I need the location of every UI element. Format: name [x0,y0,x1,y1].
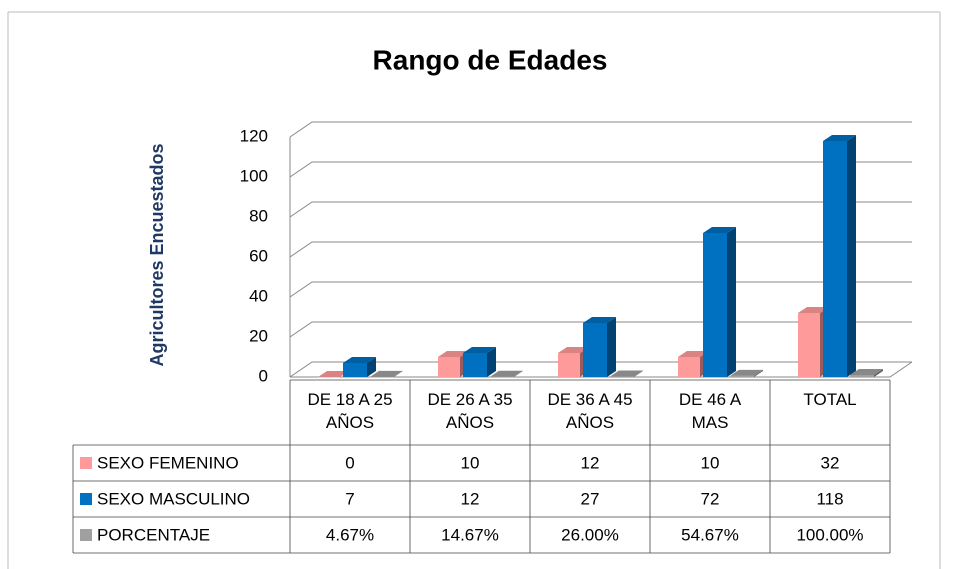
bar-top [318,371,349,377]
bar-top [798,307,829,313]
grid-line [289,121,912,138]
bar [823,135,856,377]
bar-top [438,351,469,357]
legend-label: SEXO MASCULINO [97,489,250,508]
grid-line [289,201,912,218]
bar-front [850,375,874,377]
chart-title: Rango de Edades [373,44,608,75]
bar [703,227,736,377]
x-tick-label: DE 46 A MAS [678,390,742,432]
table-cell: 26.00% [561,525,619,544]
bar-side [754,369,763,377]
bar-front [583,323,607,377]
y-tick-label: 40 [249,286,268,305]
table-cell: 72 [701,489,720,508]
bar [583,317,616,377]
table-cell: 54.67% [681,525,739,544]
bar-side [514,370,523,377]
bar [850,369,883,377]
bar [610,370,643,377]
x-tick-label: DE 26 A 35 AÑOS [427,390,513,432]
x-tick-label-box: DE 18 A 25 AÑOS [307,390,393,432]
table-cell: 100.00% [796,525,863,544]
bar [490,370,523,378]
table-cell: 4.67% [326,525,374,544]
bar-front [558,353,580,377]
bar [463,347,496,377]
bar-top [610,370,643,377]
table-cell: 14.67% [441,525,499,544]
bar-top [558,347,589,353]
bar-front [490,376,514,378]
table-cell: 32 [821,453,840,472]
bar-front [798,313,820,377]
bar [370,370,403,378]
x-tick-label: DE 36 A 45 AÑOS [547,390,633,432]
legend-swatch [80,457,92,469]
bar-front [703,233,727,377]
bar [318,371,349,378]
y-tick-label: 20 [249,326,268,345]
bar-front [463,353,487,377]
bar-top [583,317,616,323]
bar-side [607,317,616,377]
bar-side [847,135,856,377]
bar-top [730,369,763,376]
bar-front [730,375,754,377]
x-tick-label: DE 18 A 25 AÑOS [307,390,393,432]
grid-line [289,161,912,178]
table-cell: 27 [581,489,600,508]
y-axis-label: Agricultores Encuestados [147,143,167,366]
legend-swatch [80,493,92,505]
table-cell: 0 [345,453,354,472]
grid-line [289,241,912,258]
bar-top [823,135,856,141]
bar-side [727,227,736,377]
bar-front [370,376,394,378]
bar-side [634,370,643,377]
bar-top [703,227,736,233]
bar-front [678,357,700,377]
x-tick-label-box: DE 46 A MAS [678,390,742,432]
table-cell: 12 [461,489,480,508]
y-tick-label: 0 [259,366,268,385]
bar [343,357,376,377]
legend-swatch [80,529,92,541]
y-tick-label: 60 [249,246,268,265]
bar-front [343,363,367,377]
x-tick-label-box: DE 36 A 45 AÑOS [547,390,633,432]
bar-top [343,357,376,363]
table-cell: 118 [816,489,843,508]
legend-label: PORCENTAJE [97,525,210,544]
bar-top [370,370,403,377]
legend-label: SEXO FEMENINO [97,453,239,472]
bar-side [367,357,376,377]
bar-top [678,351,709,357]
bar-side [874,369,883,377]
x-tick-label-box: TOTAL [803,390,857,409]
bar [730,369,763,377]
x-tick-label: TOTAL [803,390,857,409]
bar-front [438,357,460,377]
y-tick-label: 120 [240,126,268,145]
table-cell: 10 [461,453,480,472]
bar-side [394,370,403,377]
table-cell: 12 [581,453,600,472]
grid-line [289,281,912,298]
x-tick-label-box: DE 26 A 35 AÑOS [427,390,513,432]
bar-top [850,369,883,375]
bar-front [318,377,340,378]
table-cell: 7 [345,489,354,508]
bar-top [490,370,523,377]
table-cell: 10 [701,453,720,472]
y-tick-label: 100 [240,166,268,185]
bar-top [463,347,496,353]
bar-side [487,347,496,377]
bar-front [823,141,847,377]
y-tick-label: 80 [249,206,268,225]
bar-front [610,376,634,377]
